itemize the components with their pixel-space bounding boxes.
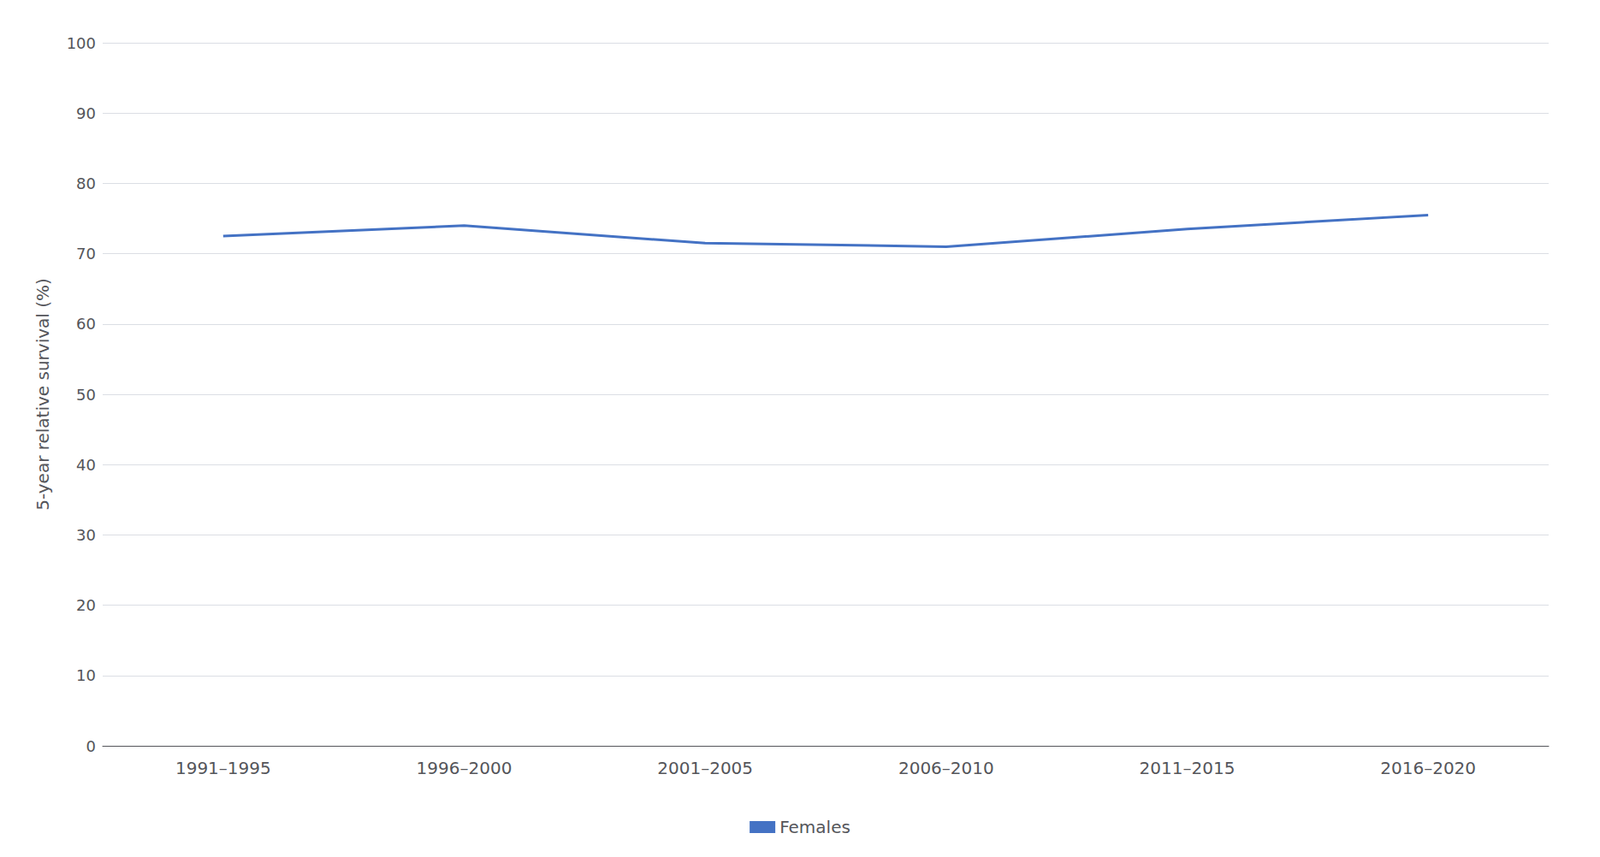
svg-text:2001–2005: 2001–2005 xyxy=(657,758,753,779)
svg-text:Females: Females xyxy=(779,817,851,838)
svg-text:70: 70 xyxy=(76,244,96,263)
svg-text:100: 100 xyxy=(66,34,96,53)
svg-text:2016–2020: 2016–2020 xyxy=(1380,758,1476,779)
svg-text:1996–2000: 1996–2000 xyxy=(416,758,513,779)
svg-text:2011–2015: 2011–2015 xyxy=(1139,758,1236,779)
svg-text:10: 10 xyxy=(76,666,96,685)
svg-text:20: 20 xyxy=(76,596,96,615)
svg-text:40: 40 xyxy=(76,456,96,475)
svg-text:0: 0 xyxy=(86,737,96,756)
svg-text:60: 60 xyxy=(76,314,96,333)
svg-text:5-year relative survival (%): 5-year relative survival (%) xyxy=(32,278,54,511)
svg-text:1991–1995: 1991–1995 xyxy=(175,758,272,779)
svg-text:80: 80 xyxy=(76,174,96,193)
svg-text:50: 50 xyxy=(76,385,96,404)
svg-text:2006–2010: 2006–2010 xyxy=(898,758,995,779)
svg-text:30: 30 xyxy=(76,526,96,545)
svg-text:90: 90 xyxy=(76,104,96,123)
